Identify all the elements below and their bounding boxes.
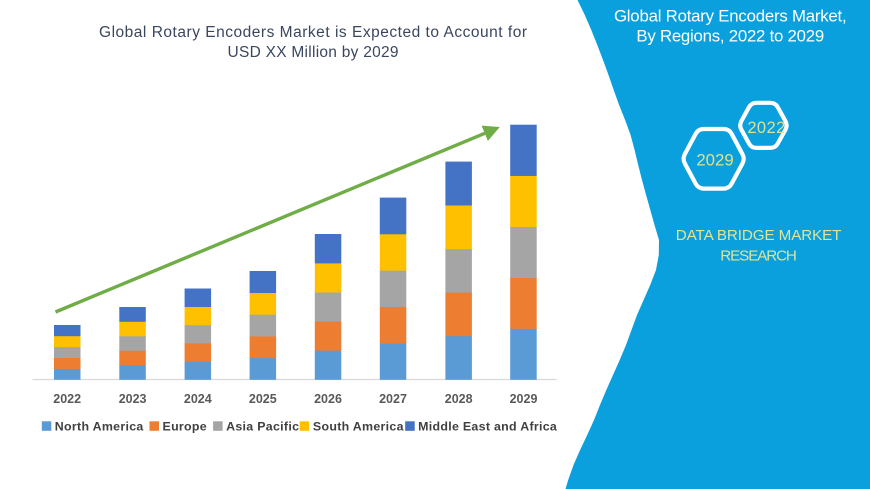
svg-text:RESEARCH: RESEARCH [720,248,797,265]
svg-text:2025: 2025 [249,392,277,406]
svg-text:2027: 2027 [379,392,407,406]
svg-text:2026: 2026 [314,392,342,406]
svg-text:2028: 2028 [445,392,473,406]
svg-text:Europe: Europe [163,420,207,434]
svg-text:North America: North America [55,420,144,434]
svg-text:2022: 2022 [53,392,81,406]
svg-text:2023: 2023 [119,392,147,406]
svg-text:2022: 2022 [747,119,785,137]
svg-text:USD XX Million by 2029: USD XX Million by 2029 [228,44,399,61]
svg-text:By Regions, 2022 to 2029: By Regions, 2022 to 2029 [636,27,824,46]
svg-text:2029: 2029 [510,392,538,406]
svg-text:2024: 2024 [184,392,212,406]
svg-text:2029: 2029 [696,151,733,170]
svg-text:Global Rotary Encoders Market: Global Rotary Encoders Market is Expecte… [99,24,527,41]
svg-text:Asia Pacific: Asia Pacific [226,420,299,434]
svg-text:Global Rotary Encoders Market,: Global Rotary Encoders Market, [614,7,847,26]
svg-text:DATA BRIDGE MARKET: DATA BRIDGE MARKET [676,227,842,244]
svg-text:Middle East and Africa: Middle East and Africa [418,420,557,434]
svg-text:South America: South America [313,420,404,434]
